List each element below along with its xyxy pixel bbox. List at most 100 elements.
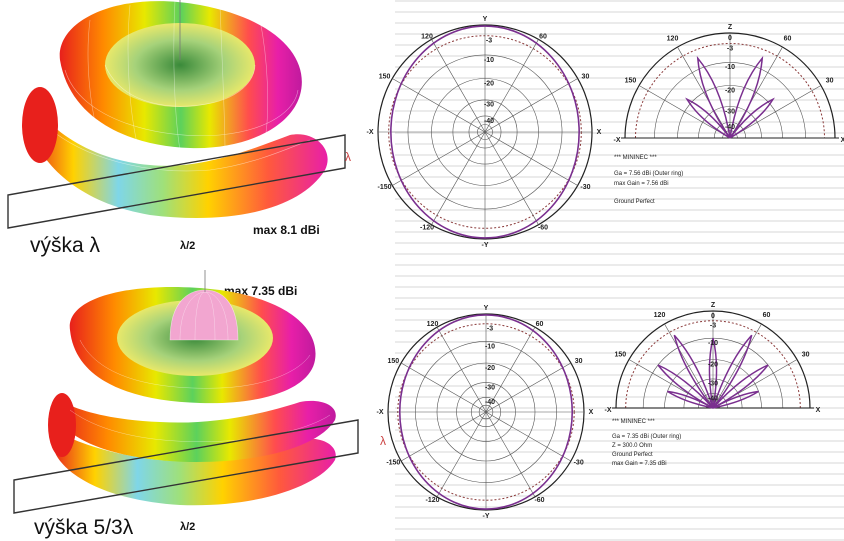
top-elevation-polar-angle-label: 30 <box>826 77 834 84</box>
top-elevation-polar-db-label: -20 <box>725 87 735 94</box>
top-vertical-polar-angle-label: 60 <box>539 33 547 40</box>
info-ground-top: Ground Perfect <box>614 199 655 205</box>
top-vertical-polar-axis-right: X <box>597 129 602 136</box>
top-vertical-polar-db-label: -40 <box>484 118 494 125</box>
bottom-elevation-polar-axis-top: Z <box>711 302 716 309</box>
bottom-vertical-polar-axis-top: Y <box>484 305 489 312</box>
bottom-vertical-polar-angle-label: -150 <box>386 460 400 467</box>
half-wave-label-bottom: λ/2 <box>180 521 196 533</box>
bottom-elevation-polar-axis-right: X <box>816 407 821 414</box>
top-elevation-polar-db-label: -30 <box>725 108 735 115</box>
top-vertical-polar-db-label: -3 <box>486 38 492 45</box>
top-elevation-polar-angle-label: 120 <box>667 35 679 42</box>
bottom-vertical-polar-spoke <box>436 326 487 413</box>
top-elevation-polar-lobe <box>729 55 764 139</box>
top-vertical-polar-spoke <box>392 78 486 133</box>
bottom-elevation-polar-lobe <box>712 390 759 409</box>
bottom-vertical-polar-angle-label: -120 <box>425 497 439 504</box>
bottom-elevation-polar-angle-label: 120 <box>654 312 666 319</box>
top-vertical-polar-spoke <box>484 131 578 186</box>
top-elevation-polar-lobe <box>685 97 731 139</box>
top-elevation-polar-spoke <box>677 46 731 139</box>
top-elevation-polar-axis-top: Z <box>728 24 733 31</box>
bottom-vertical-polar-spoke <box>436 411 487 498</box>
bottom-elevation-polar-spoke <box>664 323 714 409</box>
bottom-elevation-polar-lobe <box>667 390 714 409</box>
bottom-vertical-polar-angle-label: -30 <box>574 460 584 467</box>
top-elevation-polar-db-label: 0 <box>728 35 732 42</box>
bottom-elevation-polar-lobe <box>673 334 714 409</box>
top-elevation-polar-db-label: -40 <box>725 124 735 131</box>
bottom-elevation-polar-db-label: 0 <box>711 313 715 320</box>
height-label-bottom: výška 5/3λ <box>34 516 134 539</box>
top-vertical-polar-axis-bottom: -Y <box>482 242 489 249</box>
top-vertical-polar-db-label: -20 <box>484 80 494 87</box>
top-vertical-polar-spoke <box>484 131 539 225</box>
top-vertical-polar-spoke <box>392 131 486 186</box>
bottom-elevation-polar-db-label: -40 <box>708 395 718 402</box>
top-elevation-polar-spoke <box>729 46 783 139</box>
bottom-vertical-polar-angle-label: -60 <box>534 497 544 504</box>
bottom-vertical-polar-db-label: -30 <box>485 384 495 391</box>
half-wave-label-top: λ/2 <box>180 240 196 252</box>
bottom-vertical-polar-db-label: -40 <box>485 399 495 406</box>
bottom-vertical-polar-axis-bottom: -Y <box>483 513 490 520</box>
bottom-vertical-polar-angle-label: 150 <box>387 358 399 365</box>
top-vertical-polar-angle-label: -150 <box>378 184 392 191</box>
info-impedance-bottom: Z = 300.0 Ohm <box>612 443 653 449</box>
top-elevation-polar-spoke <box>638 85 731 139</box>
bottom-vertical-polar-axis-left: -X <box>377 409 384 416</box>
top-elevation-polar-axis-right: X <box>841 137 844 144</box>
bottom-elevation-polar-lobe <box>712 364 769 409</box>
top-vertical-polar-spoke <box>484 78 578 133</box>
top-vertical-polar-axis-top: Y <box>483 16 488 23</box>
top-vertical-polar-angle-label: -120 <box>420 224 434 231</box>
3d-radiation-pattern-top <box>7 0 346 229</box>
bottom-vertical-polar-pattern-curve <box>398 314 574 510</box>
bottom-vertical-polar-angle-label: 120 <box>427 321 439 328</box>
side-lambda-bottom: λ <box>380 434 386 448</box>
bottom-vertical-polar-db-label: -3 <box>487 326 493 333</box>
bottom-vertical-polar-angle-label: 60 <box>536 321 544 328</box>
bottom-vertical-polar-spoke <box>400 411 487 462</box>
bottom-elevation-polar-db-label: -10 <box>708 340 718 347</box>
top-vertical-polar-angle-label: -60 <box>538 224 548 231</box>
top-vertical-polar-angle-label: -30 <box>580 184 590 191</box>
background-print-bleed <box>395 0 844 541</box>
max-gain-label-top: max 8.1 dBi <box>253 223 320 237</box>
top-vertical-polar-pattern-curve <box>390 25 580 239</box>
top-elevation-polar-lobe <box>696 55 731 139</box>
bottom-vertical-polar-spoke <box>485 362 572 413</box>
top-elevation-polar-db-label: -3 <box>727 45 733 52</box>
info-gain-bottom: Ga = 7.35 dBi (Outer ring) <box>612 434 682 440</box>
info-program-bottom: *** MININEC *** <box>612 419 655 425</box>
info-gain-top: Ga = 7.56 dBi (Outer ring) <box>614 171 684 177</box>
bottom-vertical-polar-axis-right: X <box>589 409 594 416</box>
bottom-vertical-polar-spoke <box>400 362 487 413</box>
bottom-elevation-polar-db-label: -3 <box>710 323 716 330</box>
top-vertical-polar-spoke <box>431 131 486 225</box>
bottom-elevation-polar-angle-label: 60 <box>763 312 771 319</box>
bottom-elevation-polar-lobe <box>657 364 714 409</box>
bottom-vertical-polar-spoke <box>485 326 536 413</box>
bottom-elevation-polar-angle-label: 30 <box>802 351 810 358</box>
info-maxgain-bottom: max Gain = 7.35 dBi <box>612 461 667 467</box>
top-vertical-polar-angle-label: 120 <box>421 33 433 40</box>
info-ground-bottom: Ground Perfect <box>612 452 653 458</box>
bottom-elevation-polar-axis-left: -X <box>605 407 612 414</box>
bottom-elevation-polar-lobe <box>708 337 718 409</box>
bottom-elevation-polar-spoke <box>712 323 762 409</box>
top-elevation-polar-db-label: -10 <box>725 64 735 71</box>
top-vertical-polar-db-label: -30 <box>484 102 494 109</box>
bottom-vertical-polar-angle-label: 30 <box>575 358 583 365</box>
top-elevation-polar-angle-label: 60 <box>784 35 792 42</box>
top-vertical-polar-spoke <box>431 39 486 133</box>
info-program-top: *** MININEC *** <box>614 155 657 161</box>
top-vertical-polar-axis-left: -X <box>367 129 374 136</box>
info-block-bottom: *** MININEC *** Ga = 7.35 dBi (Outer rin… <box>612 418 681 469</box>
top-elevation-polar-lobe <box>729 97 775 139</box>
info-block-top: *** MININEC *** Ga = 7.56 dBi (Outer rin… <box>614 153 683 207</box>
bottom-vertical-polar-spoke <box>485 411 572 462</box>
